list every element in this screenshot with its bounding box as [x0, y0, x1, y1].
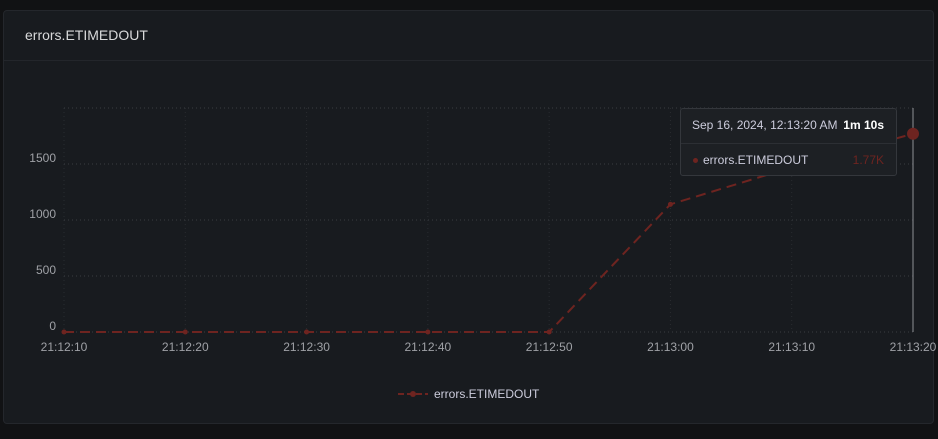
data-point[interactable] — [61, 329, 67, 335]
chart-legend[interactable]: errors.ETIMEDOUT — [398, 386, 539, 402]
x-tick-label: 21:13:10 — [768, 340, 815, 354]
panel-title[interactable]: errors.ETIMEDOUT — [25, 27, 148, 43]
x-tick-label: 21:12:40 — [404, 340, 451, 354]
x-tick-label: 21:13:00 — [647, 340, 694, 354]
hover-tooltip: Sep 16, 2024, 12:13:20 AM 1m 10s errors.… — [680, 108, 897, 176]
x-tick-label: 21:12:10 — [41, 340, 88, 354]
tooltip-divider — [681, 143, 896, 144]
tooltip-duration: 1m 10s — [843, 118, 884, 132]
data-point[interactable] — [425, 329, 431, 335]
data-point[interactable] — [304, 329, 310, 335]
data-point[interactable] — [546, 329, 552, 335]
hovered-data-point[interactable] — [907, 127, 919, 140]
data-point[interactable] — [667, 201, 673, 207]
tooltip-series-value: 1.77K — [852, 153, 884, 167]
y-tick-label: 1000 — [29, 207, 56, 221]
y-tick-label: 1500 — [29, 151, 56, 165]
series-line[interactable] — [64, 132, 914, 333]
legend-series-label[interactable]: errors.ETIMEDOUT — [434, 387, 540, 401]
legend-line-swatch-icon — [398, 391, 428, 397]
y-tick-label: 500 — [36, 263, 56, 277]
tooltip-series-dot-icon — [693, 158, 698, 163]
x-tick-label: 21:12:20 — [162, 340, 209, 354]
x-tick-label: 21:13:20 — [890, 340, 937, 354]
tooltip-date: Sep 16, 2024, 12:13:20 AM — [692, 118, 838, 132]
y-tick-label: 0 — [49, 319, 56, 333]
x-tick-label: 21:12:50 — [526, 340, 573, 354]
data-point[interactable] — [182, 329, 188, 335]
x-axis-tick-labels: 21:12:10 21:12:20 21:12:30 21:12:40 21:12:50… — [41, 340, 937, 354]
x-tick-label: 21:12:30 — [283, 340, 330, 354]
chart-panel: errors.ETIMEDOUT — [3, 10, 934, 424]
y-axis-tick-labels: 0 500 1000 1500 — [29, 151, 56, 333]
panel-header: errors.ETIMEDOUT — [4, 11, 933, 61]
tooltip-series-name: errors.ETIMEDOUT — [703, 153, 809, 167]
